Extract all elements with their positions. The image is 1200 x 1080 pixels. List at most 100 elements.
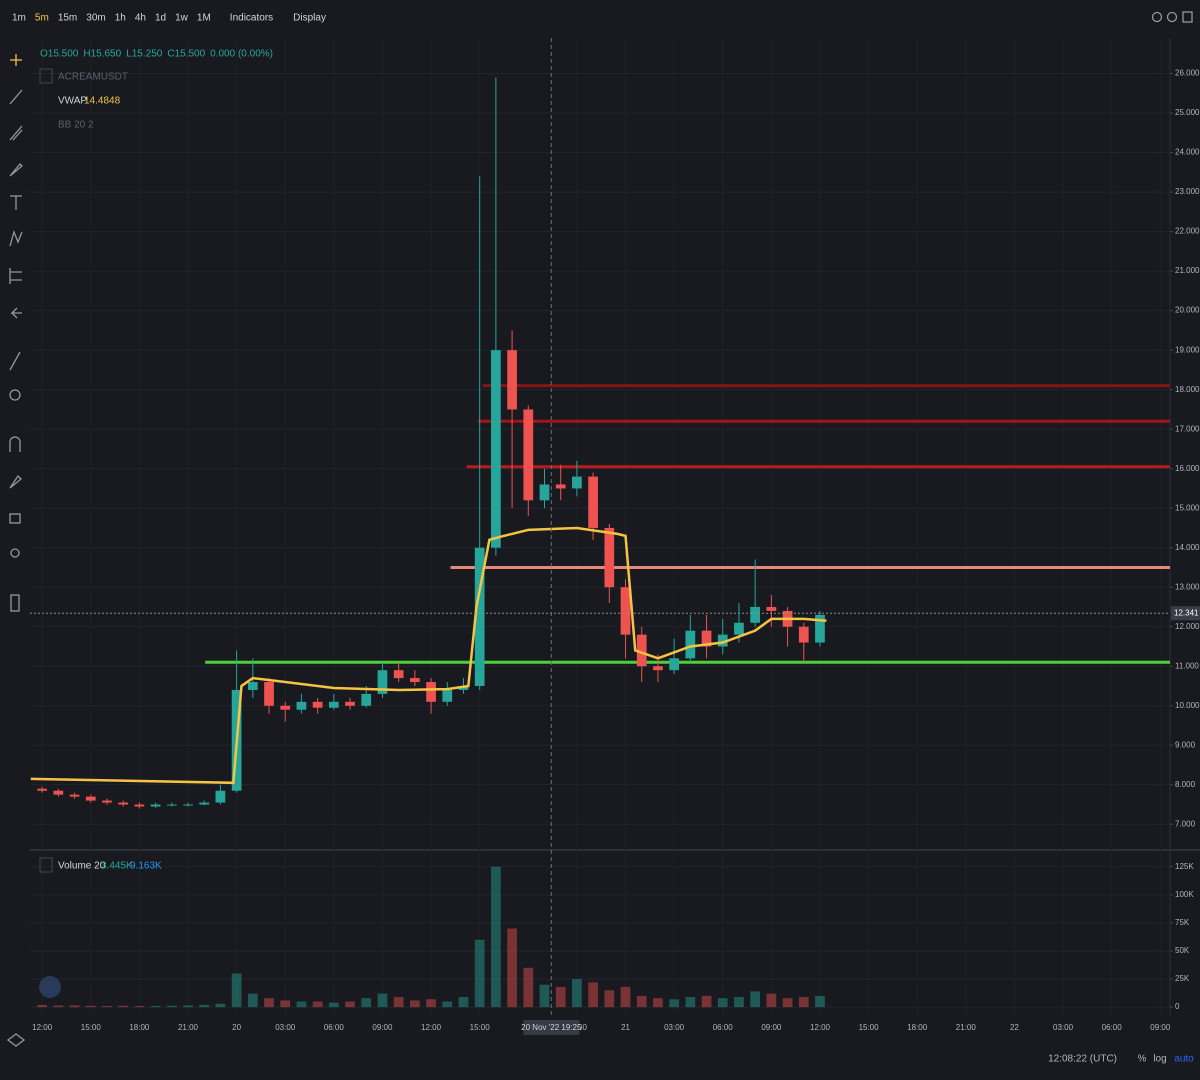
interval-button[interactable]: 1w xyxy=(175,13,189,24)
candle-body xyxy=(312,701,323,708)
trash-tool[interactable] xyxy=(10,594,20,612)
y-tick-label: 8.000 xyxy=(1175,780,1196,789)
camera-icon[interactable] xyxy=(1151,11,1163,23)
trendline-tool[interactable] xyxy=(9,89,23,105)
x-tick-label: 15:00 xyxy=(859,1023,880,1032)
text-tool[interactable] xyxy=(10,195,22,210)
volume-bar xyxy=(507,928,517,1008)
interval-button[interactable]: 1d xyxy=(155,13,166,24)
interval-button[interactable]: 4h xyxy=(135,13,146,24)
x-tick-label: 15:00 xyxy=(470,1023,491,1032)
interval-button[interactable]: 1h xyxy=(115,13,126,24)
interval-button[interactable]: 1M xyxy=(197,13,211,24)
y-tick-label: 11.000 xyxy=(1175,661,1199,670)
candle-body xyxy=(539,484,550,501)
legend: ACREAMUSDT VWAP 14.4848 BB 20 2 Volume 2… xyxy=(39,49,273,998)
vwap-value: 14.4848 xyxy=(84,96,121,107)
y-tick-label: 21.000 xyxy=(1175,266,1200,275)
y-tick-label: 24.000 xyxy=(1175,148,1200,157)
layers-tool[interactable] xyxy=(6,1033,26,1047)
candle-body xyxy=(636,634,647,667)
logo[interactable] xyxy=(39,976,61,998)
candle-body xyxy=(815,614,825,643)
menu-button[interactable]: Display xyxy=(293,13,326,24)
pattern-tool[interactable] xyxy=(9,229,23,247)
candle-body xyxy=(685,630,696,659)
volume-bar xyxy=(750,991,761,1008)
volume-tick-label: 75K xyxy=(1175,918,1190,927)
candle-body xyxy=(247,682,258,690)
fib-tool[interactable] xyxy=(9,125,23,141)
ohlc-value: H15.650 xyxy=(83,49,121,60)
ohlc-value: C15.500 xyxy=(167,49,205,60)
collapse-button[interactable] xyxy=(39,68,53,84)
candle-body xyxy=(442,689,453,702)
menu-button[interactable]: Indicators xyxy=(230,13,273,24)
candle-body xyxy=(199,802,210,805)
volume-bar xyxy=(685,997,696,1008)
candle-body xyxy=(523,409,534,501)
x-tick-label: 06:00 xyxy=(713,1023,734,1032)
candle-body xyxy=(653,666,663,671)
crosshair-box xyxy=(523,1020,580,1035)
x-tick-label: 03:00 xyxy=(1053,1023,1074,1032)
x-tick-label: 03:00 xyxy=(664,1023,685,1032)
percent-option[interactable]: % xyxy=(1138,1054,1147,1065)
volume-bar xyxy=(701,995,712,1008)
interval-button[interactable]: 5m xyxy=(35,13,49,24)
log-option[interactable]: log xyxy=(1153,1054,1166,1065)
volume-bar xyxy=(280,1000,291,1008)
x-tick-label: 21:00 xyxy=(178,1023,199,1032)
settings-icon[interactable] xyxy=(1166,11,1178,23)
candle-body xyxy=(491,350,501,548)
plot xyxy=(30,38,1170,1015)
lock-drawing-tool[interactable] xyxy=(9,474,22,489)
forecast-tool[interactable] xyxy=(9,268,22,284)
x-tick-label: 09:00 xyxy=(372,1023,393,1032)
y-tick-label: 26.000 xyxy=(1175,69,1200,78)
volume-tick-label: 100K xyxy=(1175,890,1194,899)
lock-tool[interactable] xyxy=(9,513,21,524)
collapse-button[interactable] xyxy=(39,857,53,873)
brush-tool[interactable] xyxy=(9,163,23,177)
fullscreen-icon[interactable] xyxy=(1182,11,1193,23)
interval-button[interactable]: 15m xyxy=(58,13,77,24)
volume-bar xyxy=(717,998,728,1008)
zoom-tool[interactable] xyxy=(9,389,21,401)
candle-body xyxy=(150,804,161,807)
candle-body xyxy=(604,527,615,588)
volume-bar xyxy=(572,979,582,1008)
ruler-tool[interactable] xyxy=(9,351,21,371)
x-tick-label: 22 xyxy=(1010,1023,1019,1032)
candle-body xyxy=(734,622,744,635)
x-tick-label: 09:00 xyxy=(761,1023,782,1032)
magnet-tool[interactable] xyxy=(9,436,21,452)
volume-tick-label: 50K xyxy=(1175,946,1190,955)
x-tick-label: 15:00 xyxy=(81,1023,102,1032)
visibility-tool[interactable] xyxy=(10,548,20,558)
candle-body xyxy=(507,350,517,410)
ohlc-value: 0.000 (0.00%) xyxy=(210,49,273,60)
bb-name: BB 20 2 xyxy=(58,120,94,131)
interval-button[interactable]: 30m xyxy=(86,13,105,24)
x-tick-label: 06:00 xyxy=(324,1023,345,1032)
y-tick-label: 18.000 xyxy=(1175,385,1200,394)
x-tick-label: 03:00 xyxy=(275,1023,296,1032)
x-tick-label: 09:00 xyxy=(1150,1023,1171,1032)
y-tick-label: 12.000 xyxy=(1175,622,1200,631)
volume-bar xyxy=(247,993,258,1008)
x-tick-label: 12:00 xyxy=(421,1023,442,1032)
interval-button[interactable]: 1m xyxy=(12,13,26,24)
back-tool[interactable] xyxy=(10,307,22,319)
volume-name: Volume 20 xyxy=(58,861,106,872)
volume-bar xyxy=(539,984,550,1008)
y-tick-label: 25.000 xyxy=(1175,108,1200,117)
y-tick-label: 9.000 xyxy=(1175,740,1196,749)
x-tick-label: 12:00 xyxy=(810,1023,831,1032)
candle-body xyxy=(102,800,112,803)
crosshair-tool[interactable] xyxy=(10,54,22,66)
volume-bar xyxy=(150,1006,161,1008)
candle-body xyxy=(620,587,631,635)
candle-body xyxy=(264,682,274,706)
auto-option[interactable]: auto xyxy=(1174,1054,1194,1065)
